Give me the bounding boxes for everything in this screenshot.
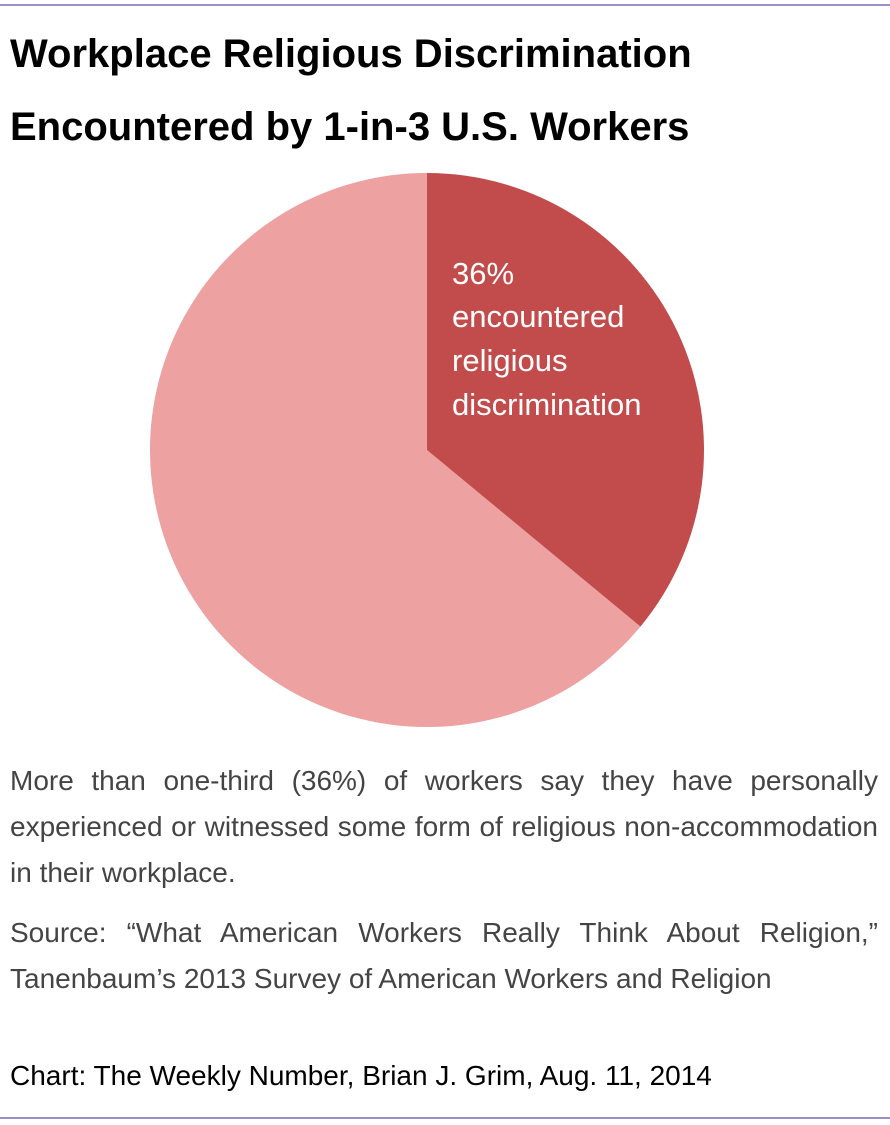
- slice-label: encountered religious discrimination: [452, 299, 642, 422]
- value-label: 36%: [452, 256, 515, 291]
- bottom-rule: [0, 1117, 890, 1119]
- credit: Chart: The Weekly Number, Brian J. Grim,…: [10, 1060, 712, 1091]
- chart-title: Workplace Religious Discrimination Encou…: [10, 32, 692, 149]
- pie-slice: [427, 173, 705, 627]
- source: Source: “What American Workers Really Th…: [10, 917, 878, 994]
- pie-slice: [150, 173, 641, 727]
- top-rule: [0, 4, 890, 6]
- description: More than one-third (36%) of workers say…: [10, 765, 878, 888]
